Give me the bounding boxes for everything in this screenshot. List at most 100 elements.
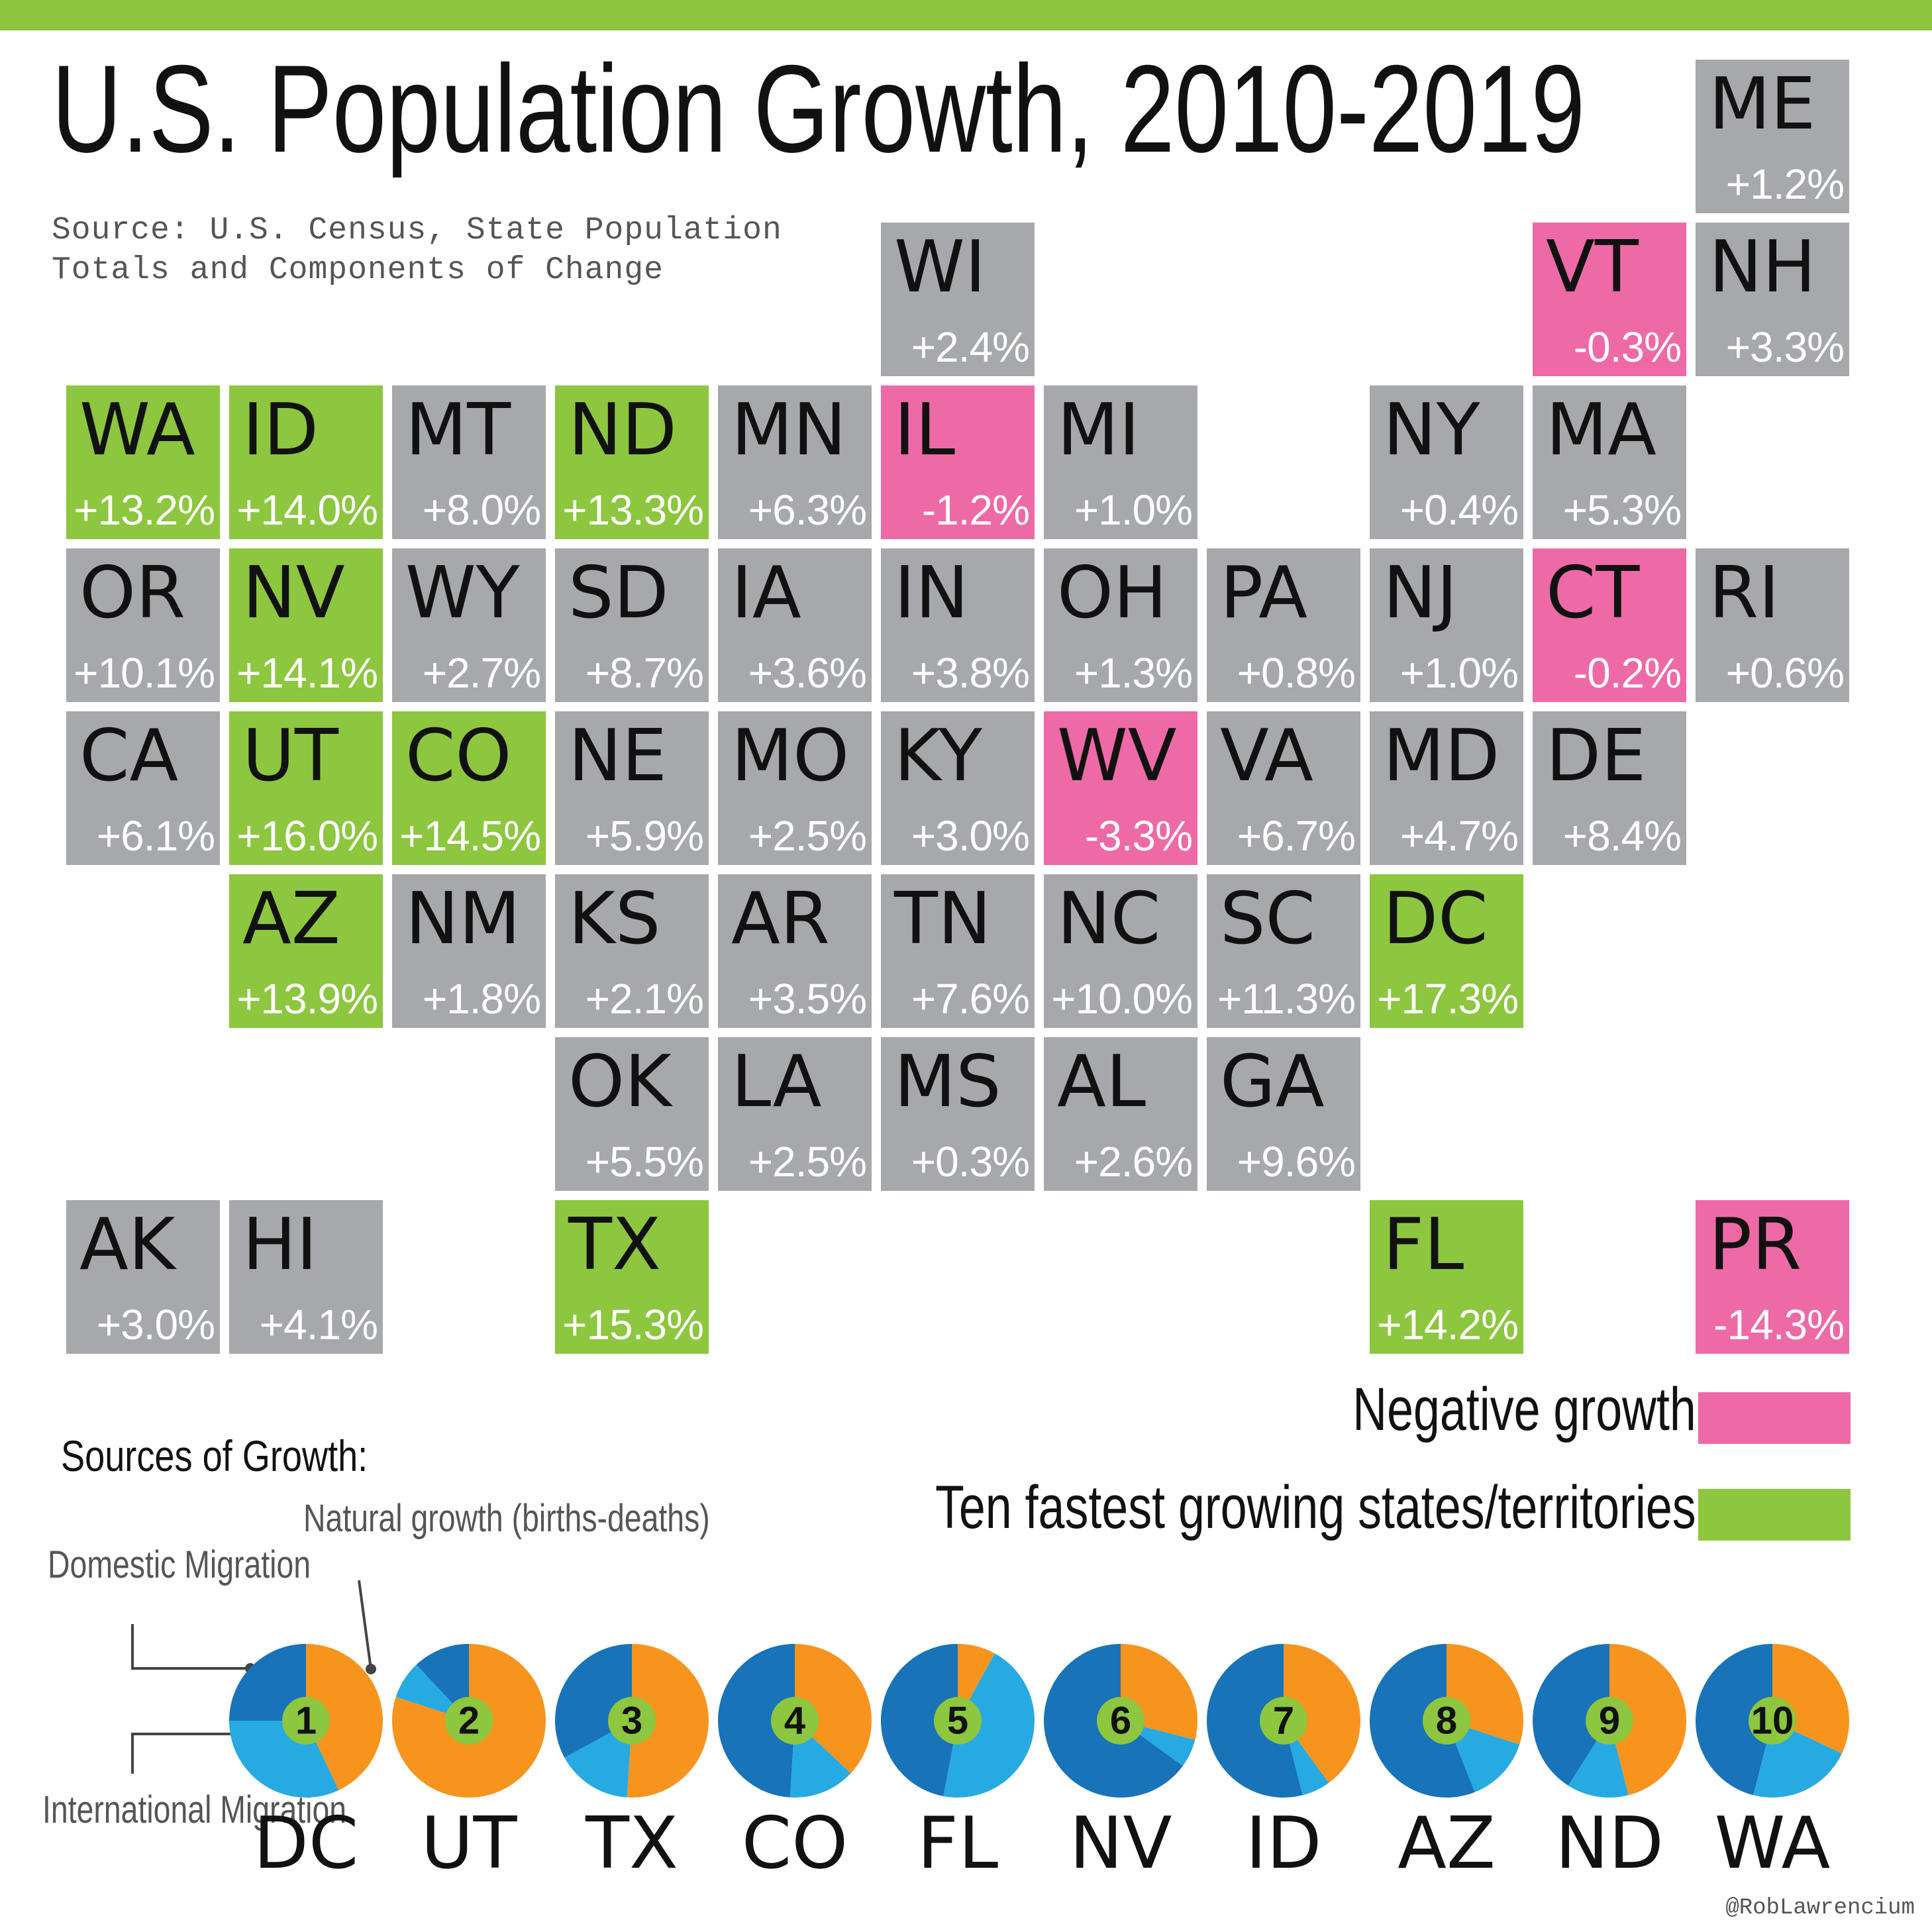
state-growth-value: +16.0%: [236, 812, 378, 860]
state-abbr: AL: [1057, 1041, 1146, 1123]
state-tile-ga: GA +9.6%: [1207, 1037, 1360, 1191]
state-tile-ar: AR +3.5%: [718, 874, 872, 1028]
legend-negative-swatch: [1698, 1392, 1851, 1444]
top-accent-bar: [0, 0, 1932, 30]
state-growth-value: +0.6%: [1725, 649, 1845, 697]
state-growth-value: +13.2%: [74, 486, 215, 534]
annotation-international: International Migration: [42, 1788, 347, 1831]
state-tile-nh: NH +3.3%: [1696, 223, 1849, 376]
state-abbr: NJ: [1383, 552, 1458, 635]
legend-top-ten-swatch: [1698, 1489, 1851, 1541]
state-tile-ok: OK +5.5%: [555, 1037, 709, 1191]
state-abbr: UT: [242, 715, 339, 797]
state-growth-value: -3.3%: [1084, 812, 1193, 860]
state-tile-wv: WV -3.3%: [1044, 711, 1197, 865]
state-growth-value: +3.0%: [96, 1301, 215, 1348]
state-tile-mt: MT +8.0%: [392, 385, 546, 539]
state-tile-ia: IA +3.6%: [718, 548, 872, 702]
state-tile-tx: TX +15.3%: [555, 1200, 709, 1354]
state-growth-value: -1.2%: [921, 486, 1030, 534]
state-tile-mo: MO +2.5%: [718, 711, 872, 865]
state-abbr: NY: [1383, 389, 1480, 472]
sources-title: Sources of Growth:: [61, 1431, 368, 1480]
state-tile-ny: NY +0.4%: [1370, 385, 1523, 539]
state-growth-value: +6.7%: [1237, 812, 1356, 860]
state-abbr: IA: [731, 552, 801, 635]
state-abbr: DE: [1546, 715, 1647, 797]
state-abbr: VT: [1546, 226, 1639, 309]
state-abbr: TX: [568, 1203, 661, 1286]
state-abbr: MN: [731, 389, 846, 472]
state-abbr: OR: [79, 552, 186, 635]
state-abbr: KS: [568, 878, 661, 960]
state-abbr: HI: [242, 1203, 318, 1286]
state-growth-value: +4.7%: [1399, 812, 1519, 860]
state-growth-value: +14.0%: [236, 486, 378, 534]
state-abbr: WI: [894, 226, 986, 309]
state-tile-sd: SD +8.7%: [555, 548, 709, 702]
state-growth-value: +14.1%: [236, 649, 378, 697]
state-tile-me: ME +1.2%: [1696, 60, 1849, 213]
state-growth-value: +1.0%: [1399, 649, 1519, 697]
state-abbr: RI: [1709, 552, 1780, 635]
state-tile-ne: NE +5.9%: [555, 711, 709, 865]
state-abbr: FL: [1383, 1203, 1464, 1286]
state-tile-ut: UT +16.0%: [229, 711, 383, 865]
state-growth-value: +8.7%: [585, 649, 704, 697]
source-note: Source: U.S. Census, State Population To…: [52, 213, 782, 288]
state-abbr: ND: [568, 389, 677, 472]
state-abbr: CA: [79, 715, 179, 797]
state-growth-value: +2.1%: [585, 975, 704, 1023]
state-growth-value: +8.4%: [1562, 812, 1682, 860]
state-growth-value: +8.0%: [422, 486, 541, 534]
state-tile-tn: TN +7.6%: [881, 874, 1035, 1028]
state-tile-sc: SC +11.3%: [1207, 874, 1360, 1028]
state-tile-la: LA +2.5%: [718, 1037, 872, 1191]
state-abbr: CO: [405, 715, 512, 797]
state-tile-nd: ND +13.3%: [555, 385, 709, 539]
state-growth-value: +4.1%: [259, 1301, 378, 1348]
state-tile-nv: NV +14.1%: [229, 548, 383, 702]
state-abbr: NE: [568, 715, 668, 797]
state-abbr: MO: [731, 715, 850, 797]
state-abbr: MD: [1383, 715, 1500, 797]
state-tile-oh: OH +1.3%: [1044, 548, 1197, 702]
state-abbr: CT: [1546, 552, 1640, 635]
state-tile-dc: DC +17.3%: [1370, 874, 1523, 1028]
state-abbr: MI: [1057, 389, 1141, 472]
state-growth-value: +10.0%: [1051, 975, 1193, 1023]
author-credit: @RobLawrencium: [1725, 1896, 1915, 1921]
state-tile-co: CO +14.5%: [392, 711, 546, 865]
state-tile-wy: WY +2.7%: [392, 548, 546, 702]
state-tile-va: VA +6.7%: [1207, 711, 1360, 865]
state-abbr: AK: [79, 1203, 176, 1286]
state-tile-il: IL -1.2%: [881, 385, 1035, 539]
legend-top-ten-label: Ten fastest growing states/territories: [935, 1474, 1696, 1541]
state-growth-value: +1.0%: [1074, 486, 1193, 534]
state-abbr: NM: [405, 878, 521, 960]
state-tile-nc: NC +10.0%: [1044, 874, 1197, 1028]
state-abbr: OK: [568, 1041, 672, 1123]
state-tile-ms: MS +0.3%: [881, 1037, 1035, 1191]
state-tile-al: AL +2.6%: [1044, 1037, 1197, 1191]
state-growth-value: +17.3%: [1377, 975, 1519, 1023]
state-growth-value: +3.5%: [748, 975, 867, 1023]
state-abbr: WY: [405, 552, 520, 635]
state-growth-value: +15.3%: [562, 1301, 704, 1348]
state-growth-value: +5.5%: [585, 1138, 704, 1186]
page-title: U.S. Population Growth, 2010-2019: [52, 39, 1586, 178]
state-abbr: PA: [1220, 552, 1308, 635]
state-abbr: NV: [242, 552, 345, 635]
state-growth-value: +2.4%: [911, 323, 1030, 371]
state-abbr: VA: [1220, 715, 1313, 797]
state-growth-value: +3.8%: [911, 649, 1030, 697]
state-growth-value: +13.3%: [562, 486, 704, 534]
state-abbr: GA: [1220, 1041, 1325, 1123]
state-growth-value: -0.3%: [1573, 323, 1682, 371]
state-abbr: NH: [1709, 226, 1816, 309]
state-abbr: AR: [731, 878, 830, 960]
state-growth-value: -14.3%: [1713, 1301, 1845, 1348]
state-growth-value: -0.2%: [1573, 649, 1682, 697]
state-tile-hi: HI +4.1%: [229, 1200, 383, 1354]
